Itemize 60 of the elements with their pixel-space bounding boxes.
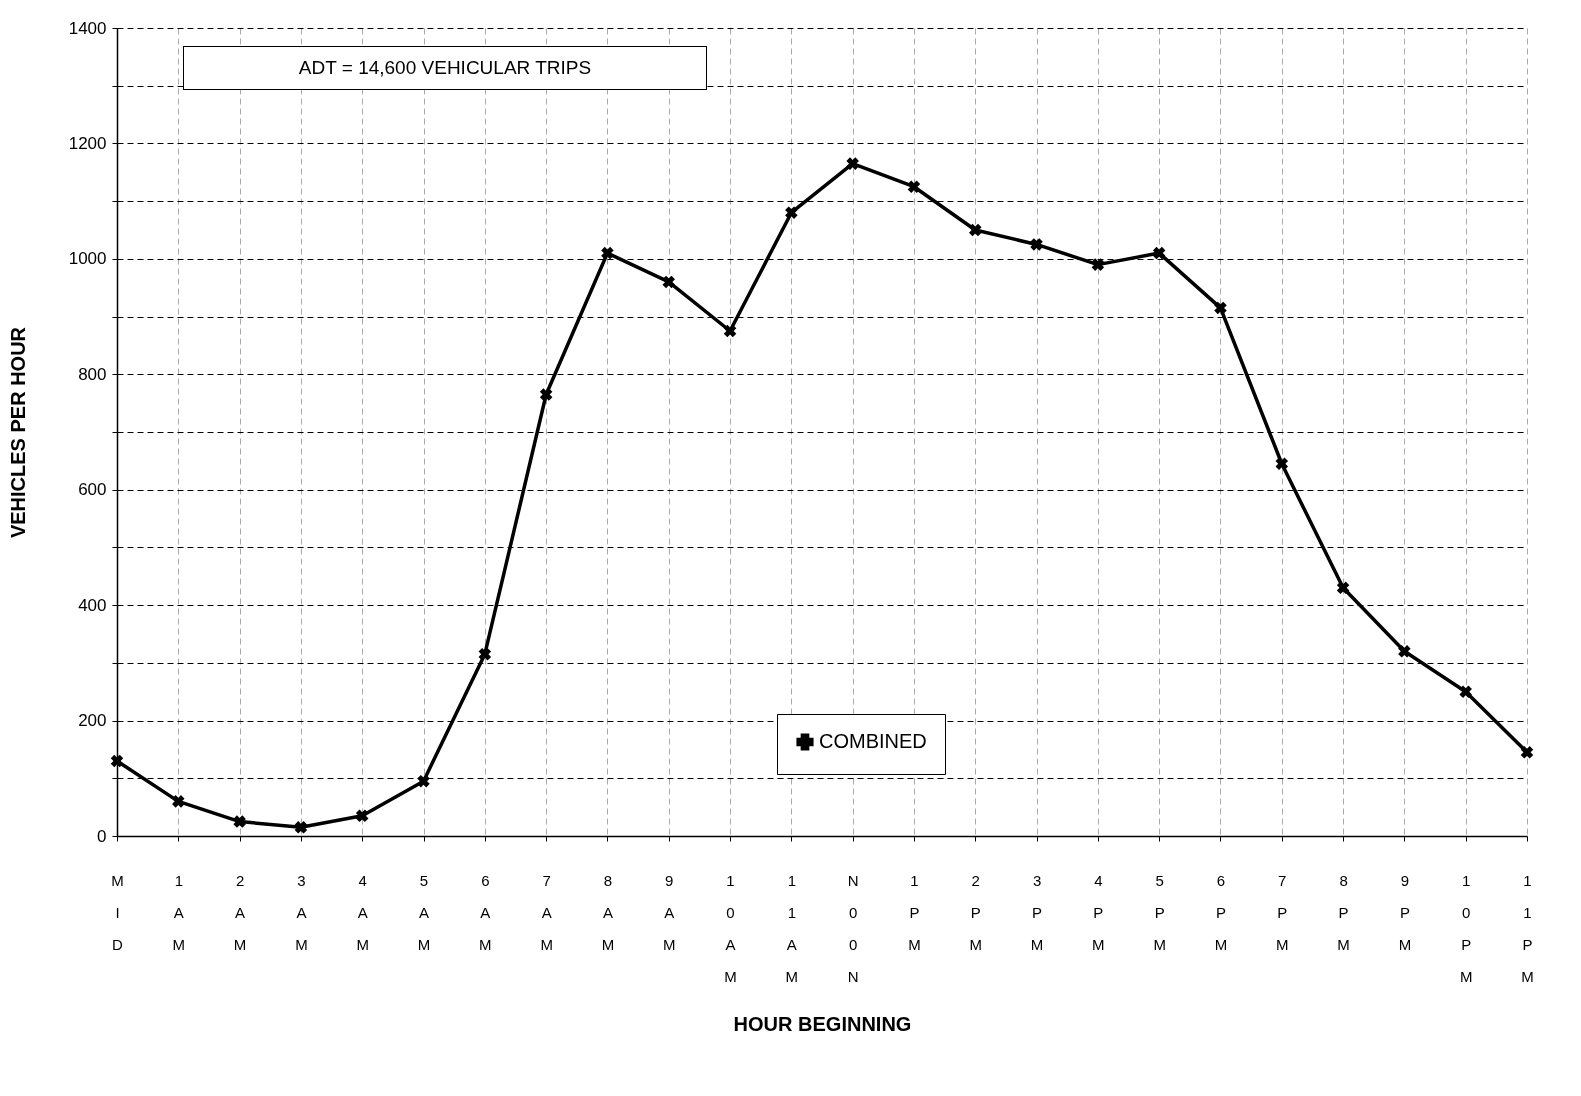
x-tick-label: 4AM <box>356 871 369 953</box>
x-tick-label: 1PM <box>908 871 921 953</box>
y-tick-label: 1000 <box>68 249 107 269</box>
point <box>785 206 798 219</box>
point <box>539 388 553 401</box>
point <box>1152 246 1166 260</box>
x-tick-label: 11PM <box>1521 871 1534 985</box>
x-tick-label: 8AM <box>601 871 615 953</box>
point <box>723 324 737 338</box>
x-tick-label: MID <box>111 871 124 953</box>
point <box>1030 238 1043 251</box>
x-tick-label: 10AM <box>724 871 737 985</box>
x-tick-label: 6PM <box>1214 871 1228 953</box>
point <box>233 815 246 828</box>
text-box: ADT = 14,600 VEHICULAR TRIPS <box>183 46 707 90</box>
point <box>601 246 614 260</box>
x-tick-label: 7AM <box>540 871 553 953</box>
x-axis-title: HOUR BEGINNING <box>733 1012 912 1035</box>
x-tick-label: 3PM <box>1030 871 1044 953</box>
legend-label: COMBINED <box>819 730 927 752</box>
point <box>907 180 921 193</box>
x-tick-label: 2PM <box>969 871 983 953</box>
point <box>1398 645 1411 658</box>
point <box>1275 457 1289 470</box>
x-tick-label: 1AM <box>172 871 186 953</box>
y-tick-label: 1400 <box>68 18 107 38</box>
x-tick-label: 5AM <box>417 871 431 953</box>
point <box>1336 581 1350 595</box>
point <box>969 223 982 237</box>
y-axis-title: VEHICLES PER HOUR <box>6 326 29 539</box>
point <box>846 157 859 170</box>
x-tick-label: 9PM <box>1398 871 1412 953</box>
y-tick-label: 0 <box>97 826 107 846</box>
point <box>1214 301 1227 315</box>
point <box>1091 258 1105 271</box>
y-tick-label: 200 <box>78 711 107 731</box>
y-tick-label: 1200 <box>68 133 107 153</box>
x-tick-label: 5PM <box>1153 871 1166 953</box>
x-tick-label: 11AM <box>785 871 799 985</box>
x-tick-label: 7PM <box>1276 871 1289 953</box>
x-tick-label: 2AM <box>233 871 247 953</box>
point <box>355 809 369 823</box>
x-tick-label: 6AM <box>479 871 492 953</box>
point <box>110 754 124 768</box>
x-tick-label: 3AM <box>295 871 308 953</box>
point <box>1520 746 1534 759</box>
x-tick-label: 8PM <box>1337 871 1350 953</box>
y-tick-label: 800 <box>78 364 107 384</box>
point <box>1459 685 1472 698</box>
y-tick-label: 600 <box>78 480 107 500</box>
x-tick-label: 9AM <box>662 871 676 953</box>
x-tick-label: N00N <box>847 871 859 985</box>
point <box>478 647 492 661</box>
point <box>172 795 185 808</box>
point <box>662 275 675 289</box>
point <box>417 774 430 788</box>
x-tick-label: 4PM <box>1092 871 1105 953</box>
point <box>294 821 308 834</box>
y-tick-label: 400 <box>78 595 107 615</box>
x-tick-label: 10PM <box>1459 871 1473 985</box>
